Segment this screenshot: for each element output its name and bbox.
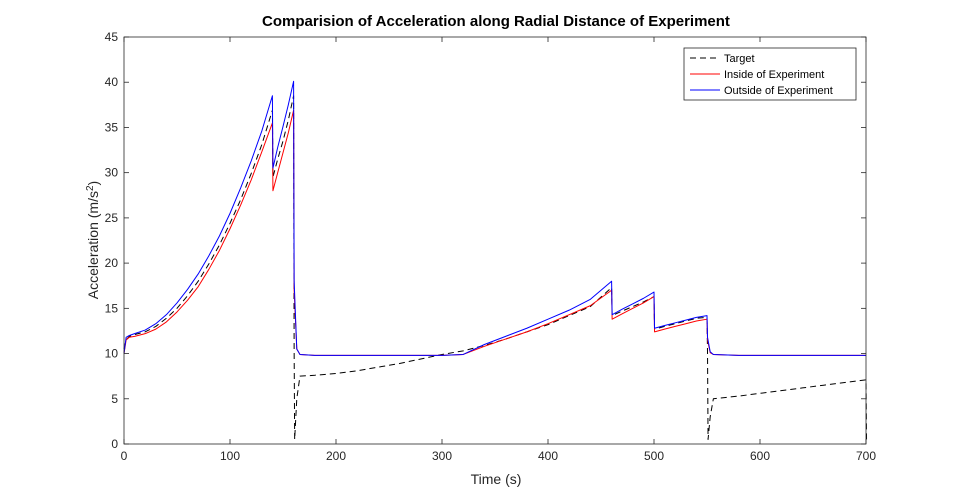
- y-tick-label: 5: [111, 392, 118, 406]
- series-line-0: [123, 95, 868, 440]
- y-axis-label: Acceleration (m/s2): [85, 181, 101, 299]
- x-tick-label: 600: [750, 449, 770, 463]
- x-tick-label: 200: [326, 449, 346, 463]
- y-tick-label: 15: [105, 301, 119, 315]
- y-tick-label: 25: [105, 211, 119, 225]
- legend-label-1: Inside of Experiment: [724, 69, 824, 81]
- x-tick-label: 100: [220, 449, 240, 463]
- x-tick-label: 700: [856, 449, 876, 463]
- y-tick-label: 10: [105, 347, 119, 361]
- y-tick-label: 45: [105, 30, 119, 44]
- x-tick-label: 300: [432, 449, 452, 463]
- y-tick-label: 35: [105, 120, 119, 134]
- legend-label-0: Target: [724, 53, 755, 65]
- y-axis-label-main: Acceleration (m/s: [85, 191, 101, 299]
- y-tick-label: 40: [105, 75, 119, 89]
- y-axis-label-superscript: 2: [85, 185, 96, 191]
- y-axis: 0 5 10 15 20 25 30 35 40 45: [105, 30, 866, 451]
- x-tick-label: 500: [644, 449, 664, 463]
- plot-border: [123, 36, 867, 445]
- y-tick-label: 0: [111, 437, 118, 451]
- x-axis: 0 100 200 300 400 500 600 700: [121, 37, 876, 463]
- y-axis-label-close: ): [85, 181, 101, 186]
- chart-title: Comparision of Acceleration along Radial…: [262, 13, 730, 30]
- y-tick-label: 30: [105, 166, 119, 180]
- plot-area: [123, 36, 868, 445]
- x-axis-label: Time (s): [471, 471, 522, 487]
- legend: Target Inside of Experiment Outside of Exp…: [683, 47, 857, 101]
- x-tick-label: 400: [538, 449, 558, 463]
- y-tick-label: 20: [105, 256, 119, 270]
- legend-label-2: Outside of Experiment: [724, 85, 833, 97]
- x-tick-label: 0: [121, 449, 128, 463]
- plot-background: [124, 37, 866, 444]
- series-line-2: [123, 80, 866, 356]
